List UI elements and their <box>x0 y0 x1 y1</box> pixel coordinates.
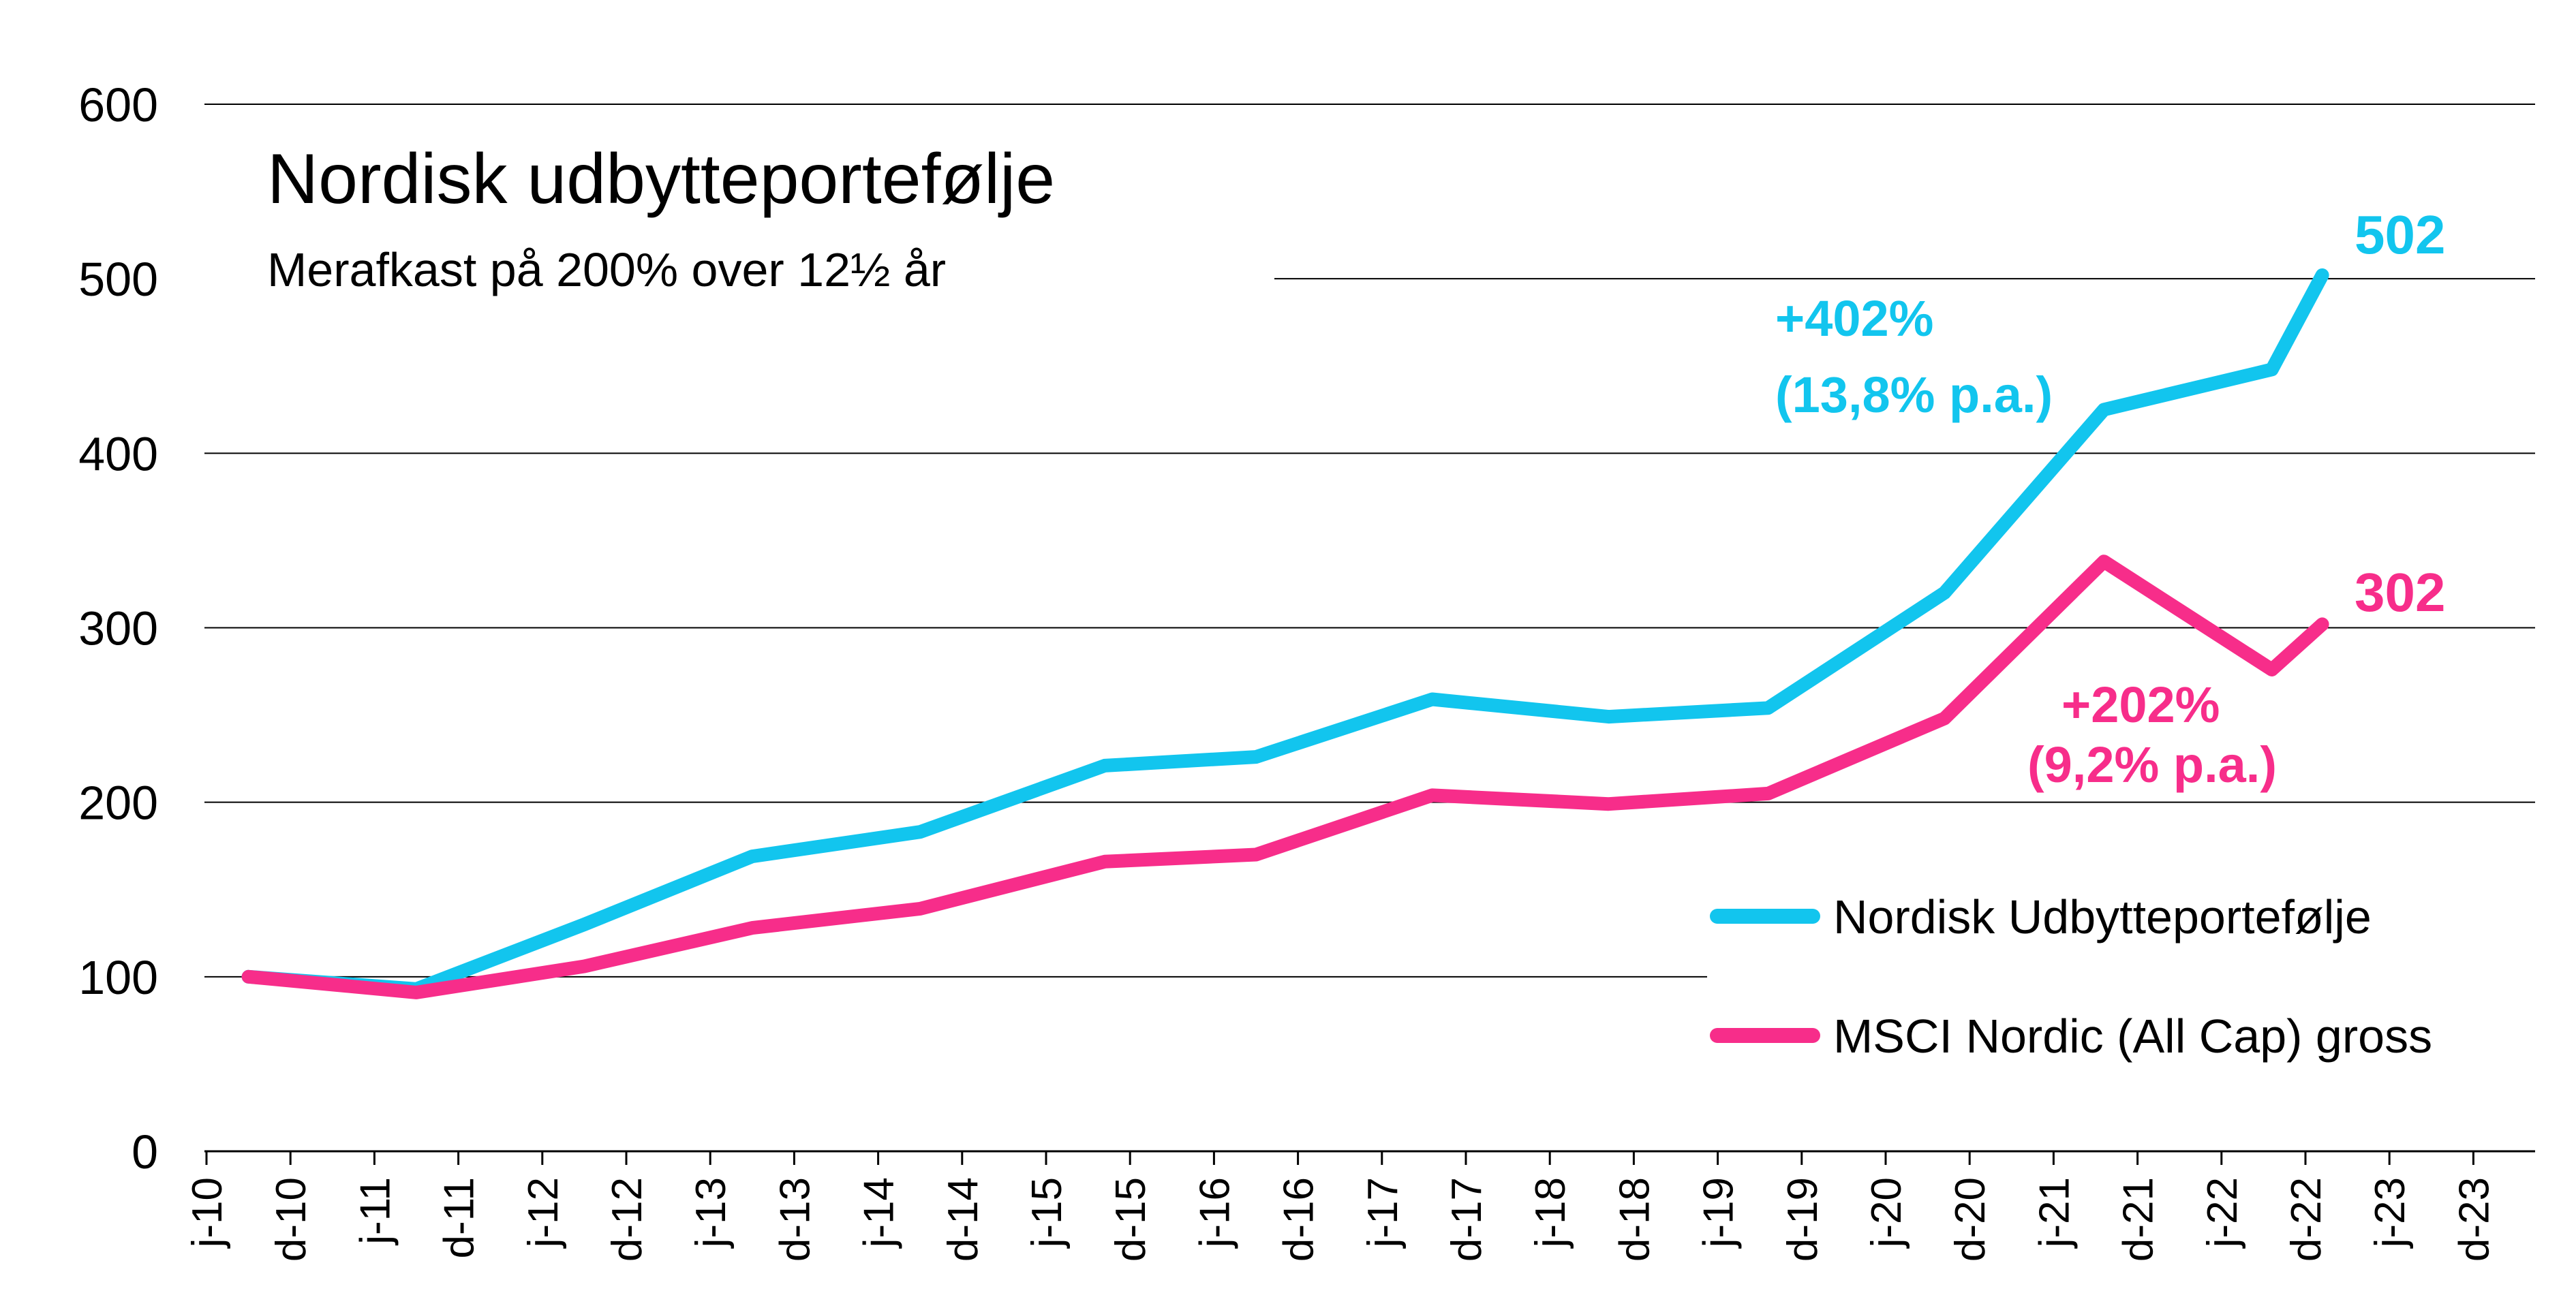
x-tick-label: d-23 <box>2451 1177 2498 1262</box>
x-tick-label: j-17 <box>1360 1177 1407 1249</box>
y-tick-label: 0 <box>132 1125 158 1179</box>
gridlines <box>204 104 2535 978</box>
x-tick-label: d-19 <box>1779 1177 1826 1262</box>
x-tick-label: d-14 <box>940 1177 987 1262</box>
x-tick-label: j-10 <box>184 1177 231 1249</box>
series-line-msci <box>241 555 2329 999</box>
x-tick-label: j-13 <box>688 1177 735 1249</box>
x-tick-label: d-18 <box>1611 1177 1658 1262</box>
annotation-nordisk-total: +402% <box>1775 290 1933 347</box>
x-tick-label: j-19 <box>1696 1177 1743 1249</box>
x-tick-label: d-22 <box>2283 1177 2330 1262</box>
x-tick-label: j-22 <box>2199 1177 2246 1249</box>
x-axis-ticks: j-10 d-10 j-11 d-11 j-12 d-12 j-13 d-13 j-14 d-14… <box>184 1151 2498 1262</box>
x-tick-label: j-23 <box>2367 1177 2414 1249</box>
x-tick-label: d-21 <box>2115 1177 2162 1262</box>
x-tick-label: j-18 <box>1527 1177 1574 1249</box>
chart-title: Nordisk udbytteportefølje <box>267 140 1055 219</box>
x-tick-label: d-15 <box>1107 1177 1154 1262</box>
x-tick-label: j-14 <box>856 1177 903 1249</box>
x-tick-label: j-21 <box>2031 1177 2078 1249</box>
x-tick-label: d-12 <box>604 1177 651 1262</box>
legend: Nordisk Udbytteportefølje MSCI Nordic (A… <box>1710 890 2432 1063</box>
x-tick-label: j-15 <box>1024 1177 1071 1249</box>
y-tick-label: 600 <box>78 78 158 131</box>
series-lines <box>241 268 2329 999</box>
y-axis-ticks: 0 100 200 300 400 500 600 <box>78 78 158 1179</box>
y-tick-label: 100 <box>78 951 158 1004</box>
end-label-nordisk: 502 <box>2355 204 2445 265</box>
end-label-msci: 302 <box>2355 562 2445 623</box>
y-tick-label: 200 <box>78 777 158 830</box>
legend-label-msci: MSCI Nordic (All Cap) gross <box>1833 1010 2432 1063</box>
y-tick-label: 400 <box>78 427 158 480</box>
x-tick-label: j-20 <box>1863 1177 1910 1249</box>
chart-subtitle: Merafkast på 200% over 12½ år <box>267 243 946 296</box>
x-tick-label: d-13 <box>771 1177 818 1262</box>
legend-label-nordisk: Nordisk Udbytteportefølje <box>1833 890 2372 943</box>
x-tick-label: j-12 <box>520 1177 567 1249</box>
x-tick-label: d-11 <box>436 1177 483 1259</box>
y-tick-label: 500 <box>78 253 158 306</box>
x-tick-label: d-10 <box>268 1177 315 1262</box>
annotation-msci-total: +202% <box>2061 676 2220 733</box>
x-tick-label: j-11 <box>352 1177 399 1246</box>
x-tick-label: d-17 <box>1443 1177 1490 1262</box>
series-line-nordisk <box>241 268 2329 996</box>
x-tick-label: d-16 <box>1276 1177 1323 1262</box>
y-tick-label: 300 <box>78 602 158 655</box>
annotation-nordisk-annual: (13,8% p.a.) <box>1775 367 2053 423</box>
x-tick-label: j-16 <box>1191 1177 1238 1249</box>
annotation-msci-annual: (9,2% p.a.) <box>2027 736 2277 793</box>
x-tick-label: d-20 <box>1947 1177 1994 1262</box>
